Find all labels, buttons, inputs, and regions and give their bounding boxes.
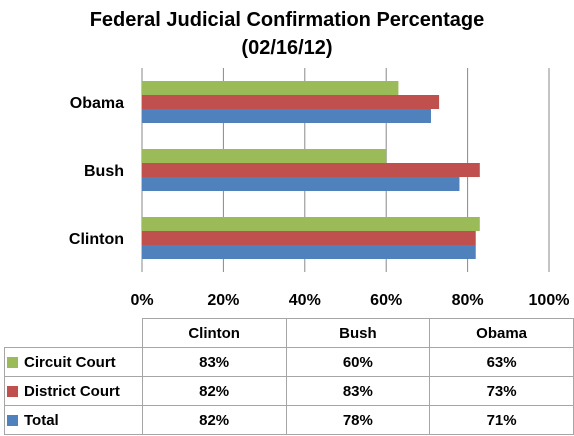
bar-total-clinton [142,245,476,259]
x-tick-label: 0% [130,292,153,309]
chart-title-line1: Federal Judicial Confirmation Percentage [89,9,485,31]
table-header-obama: Obama [429,318,574,348]
bar-chart: 0% 20% 40% 60% 80% 100% Clinton Bush Obama [69,68,570,309]
table-cell: 60% [285,347,431,377]
table-cell: 71% [429,405,574,435]
table-row: District Court 82% 83% 73% [4,376,574,406]
y-tick-label: Obama [70,95,124,112]
bar-total-bush [142,177,460,191]
x-tick-label: 60% [370,292,402,309]
table-row-header: Circuit Court [4,347,143,377]
legend-swatch-district [7,385,18,397]
table-row: Circuit Court 83% 60% 63% [4,347,574,377]
table-cell: 83% [285,376,431,406]
table-row-label: District Court [24,382,120,400]
bar-circuit-obama [142,81,399,95]
table-row-label: Circuit Court [24,353,116,371]
bar-circuit-clinton [142,217,480,231]
table-cell: 82% [141,376,287,406]
bar-total-obama [142,109,431,123]
table-row: Total 82% 78% 71% [4,405,574,435]
bar-district-bush [142,163,480,177]
y-tick-label: Clinton [69,231,124,248]
table-corner [4,318,143,348]
x-tick-label: 80% [452,292,484,309]
chart-title: Federal Judicial Confirmation Percentage… [0,6,574,62]
table-header-clinton: Clinton [141,318,287,348]
table-header-row: Clinton Bush Obama [4,318,574,348]
bar-district-clinton [142,231,476,245]
table-cell: 83% [141,347,287,377]
table-row-header: Total [4,405,143,435]
chart-title-line2: (02/16/12) [241,37,333,59]
table-cell: 78% [285,405,431,435]
legend-swatch-circuit [7,356,18,368]
legend-swatch-total [7,414,18,426]
table-row-label: Total [24,411,59,429]
data-table: Clinton Bush Obama Circuit Court 83% 60%… [4,318,574,435]
bar-circuit-bush [142,149,387,163]
table-cell: 82% [141,405,287,435]
table-header-bush: Bush [285,318,431,348]
x-tick-label: 20% [207,292,239,309]
x-tick-label: 40% [289,292,321,309]
x-tick-label: 100% [529,292,570,309]
table-row-header: District Court [4,376,143,406]
bar-district-obama [142,95,440,109]
table-cell: 63% [429,347,574,377]
table-cell: 73% [429,376,574,406]
y-tick-label: Bush [84,163,124,180]
